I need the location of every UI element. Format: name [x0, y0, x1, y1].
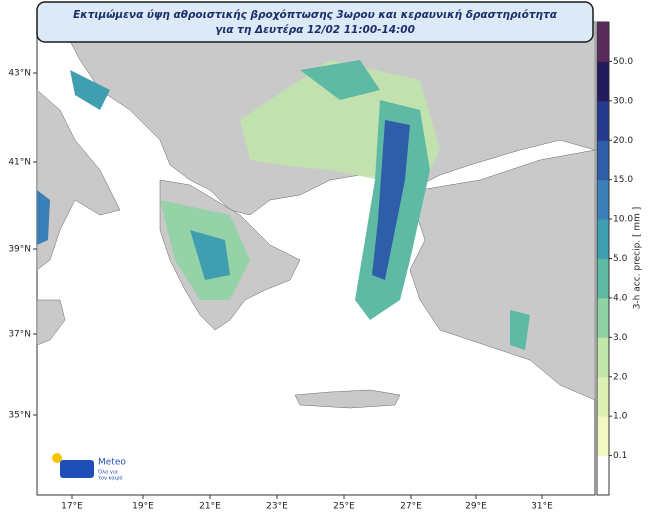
precipitation [37, 60, 530, 350]
logo-tagline: Όλα για [97, 469, 119, 476]
logo-tagline: τον καιρό [98, 475, 123, 482]
lat-label: 41°N [8, 158, 31, 168]
lat-label: 35°N [8, 411, 31, 421]
title-line: Εκτιμώμενα ύψη αθροιστικής βροχόπτωσης 3… [73, 9, 558, 21]
colorbar-segment [597, 416, 609, 457]
colorbar-segment [597, 337, 609, 378]
colorbar-segment [597, 376, 609, 417]
lat-label: 43°N [8, 69, 31, 79]
lon-label: 23°E [266, 502, 288, 512]
lon-label: 27°E [400, 502, 422, 512]
colorbar-tick-label: 10.0 [613, 215, 633, 225]
colorbar-segment [597, 61, 609, 102]
colorbar-tick-label: 5.0 [613, 254, 628, 264]
lon-label: 17°E [61, 502, 83, 512]
colorbar-tick-label: 4.0 [613, 293, 628, 303]
colorbar: 0.1 1.0 2.0 3.0 4.0 5.0 10.0 15.0 20.0 30.0 50.0 [596, 21, 633, 496]
colorbar-tick-label: 20.0 [613, 136, 633, 146]
logo-sun [52, 453, 62, 463]
colorbar-segment [597, 100, 609, 141]
colorbar-segment [597, 140, 609, 181]
lon-label: 31°E [531, 502, 553, 512]
colorbar-tick-label: 30.0 [613, 96, 633, 106]
lon-label: 21°E [199, 502, 221, 512]
colorbar-label: 3-h acc. precip. [ mm ] [633, 207, 643, 310]
map-axes: 43°N 41°N 39°N 37°N 35°N 17°E 19°E 21°E 23°E 25°E… [8, 69, 553, 512]
lon-label: 19°E [132, 502, 154, 512]
colorbar-tick-label: 50.0 [613, 57, 633, 67]
logo-name: Meteo [98, 458, 126, 468]
colorbar-tick-label: 3.0 [613, 333, 628, 343]
colorbar-segment [597, 219, 609, 259]
lat-label: 39°N [8, 245, 31, 255]
colorbar-segment [597, 258, 609, 299]
colorbar-tick-label: 2.0 [613, 372, 628, 382]
colorbar-segment [597, 455, 609, 496]
colorbar-segment [597, 22, 609, 62]
logo-mark [60, 460, 94, 478]
colorbar-tick-label: 0.1 [613, 451, 627, 461]
colorbar-tick-label: 1.0 [613, 412, 628, 422]
lon-label: 25°E [333, 502, 355, 512]
title-line: για τη Δευτέρα 12/02 11:00-14:00 [215, 24, 415, 36]
lat-label: 37°N [8, 330, 31, 340]
colorbar-segment [597, 297, 609, 338]
colorbar-segment [597, 179, 609, 220]
lon-label: 29°E [465, 502, 487, 512]
title-box [36, 1, 594, 43]
colorbar-tick-label: 15.0 [613, 175, 633, 185]
